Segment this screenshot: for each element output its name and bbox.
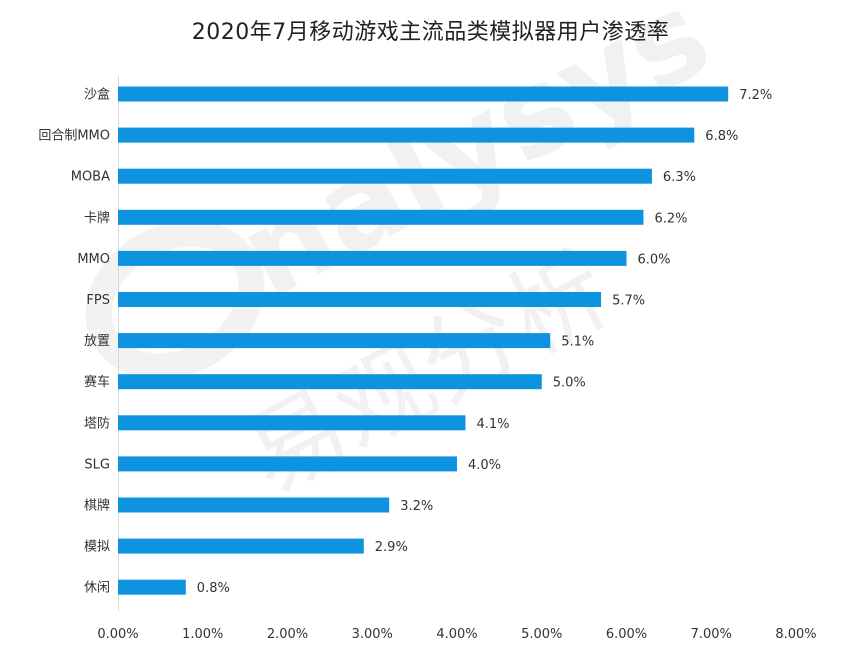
bar — [118, 250, 627, 266]
bar — [118, 374, 542, 390]
bar — [118, 579, 186, 595]
x-tick-label: 1.00% — [182, 627, 223, 642]
value-label: 5.0% — [553, 376, 586, 391]
bar — [118, 209, 644, 225]
value-label: 2.9% — [375, 540, 408, 555]
bar — [118, 86, 729, 102]
value-label: 5.1% — [561, 335, 594, 350]
chart-title: 2020年7月移动游戏主流品类模拟器用户渗透率 — [191, 20, 670, 45]
value-labels: 7.2% 6.8% 6.3% 6.2% 6.0% 5.7% 5.1% 5.0% 4.1% 4.0%… — [197, 88, 772, 596]
bar — [118, 538, 364, 554]
category-label: 卡牌 — [84, 210, 110, 226]
category-label: 模拟 — [84, 540, 110, 555]
x-tick-label: 8.00% — [775, 627, 816, 642]
category-label: 赛车 — [84, 374, 110, 390]
category-label: 塔防 — [84, 415, 110, 431]
bar — [118, 292, 602, 307]
x-tick-label: 5.00% — [521, 627, 562, 642]
x-tick-label: 0.00% — [97, 627, 138, 642]
category-label: FPS — [86, 293, 110, 308]
x-tick-label: 2.00% — [267, 627, 308, 642]
bar — [118, 415, 466, 431]
value-label: 0.8% — [197, 581, 230, 596]
x-tick-label: 7.00% — [691, 627, 732, 642]
value-label: 4.1% — [476, 417, 509, 432]
category-label: 棋牌 — [84, 498, 110, 514]
value-label: 6.2% — [654, 211, 687, 226]
category-label: SLG — [84, 457, 110, 472]
category-label: MMO — [77, 252, 110, 267]
bars-group — [118, 86, 729, 595]
value-label: 6.8% — [705, 129, 738, 144]
bar — [118, 168, 652, 184]
category-label: 回合制MMO — [38, 129, 110, 144]
bar — [118, 497, 390, 513]
value-label: 7.2% — [739, 88, 772, 103]
value-label: 6.0% — [638, 252, 671, 267]
x-tick-label: 4.00% — [436, 627, 477, 642]
value-label: 5.7% — [612, 294, 645, 309]
x-tick-label: 3.00% — [352, 627, 393, 642]
category-label: MOBA — [71, 170, 110, 185]
x-tick-label: 6.00% — [606, 627, 647, 642]
value-label: 6.3% — [663, 170, 696, 185]
x-axis-tick-labels: 0.00% 1.00% 2.00% 3.00% 4.00% 5.00% 6.00% 7.00%… — [97, 627, 816, 642]
watermark-logo-text: nalysys — [218, 0, 731, 326]
value-label: 3.2% — [400, 499, 433, 514]
bar — [118, 127, 695, 143]
bar — [118, 456, 457, 472]
category-label: 沙盒 — [84, 87, 110, 103]
category-label: 放置 — [84, 334, 110, 349]
bar — [118, 333, 551, 349]
value-label: 4.0% — [468, 458, 501, 473]
category-label: 休闲 — [84, 581, 110, 596]
